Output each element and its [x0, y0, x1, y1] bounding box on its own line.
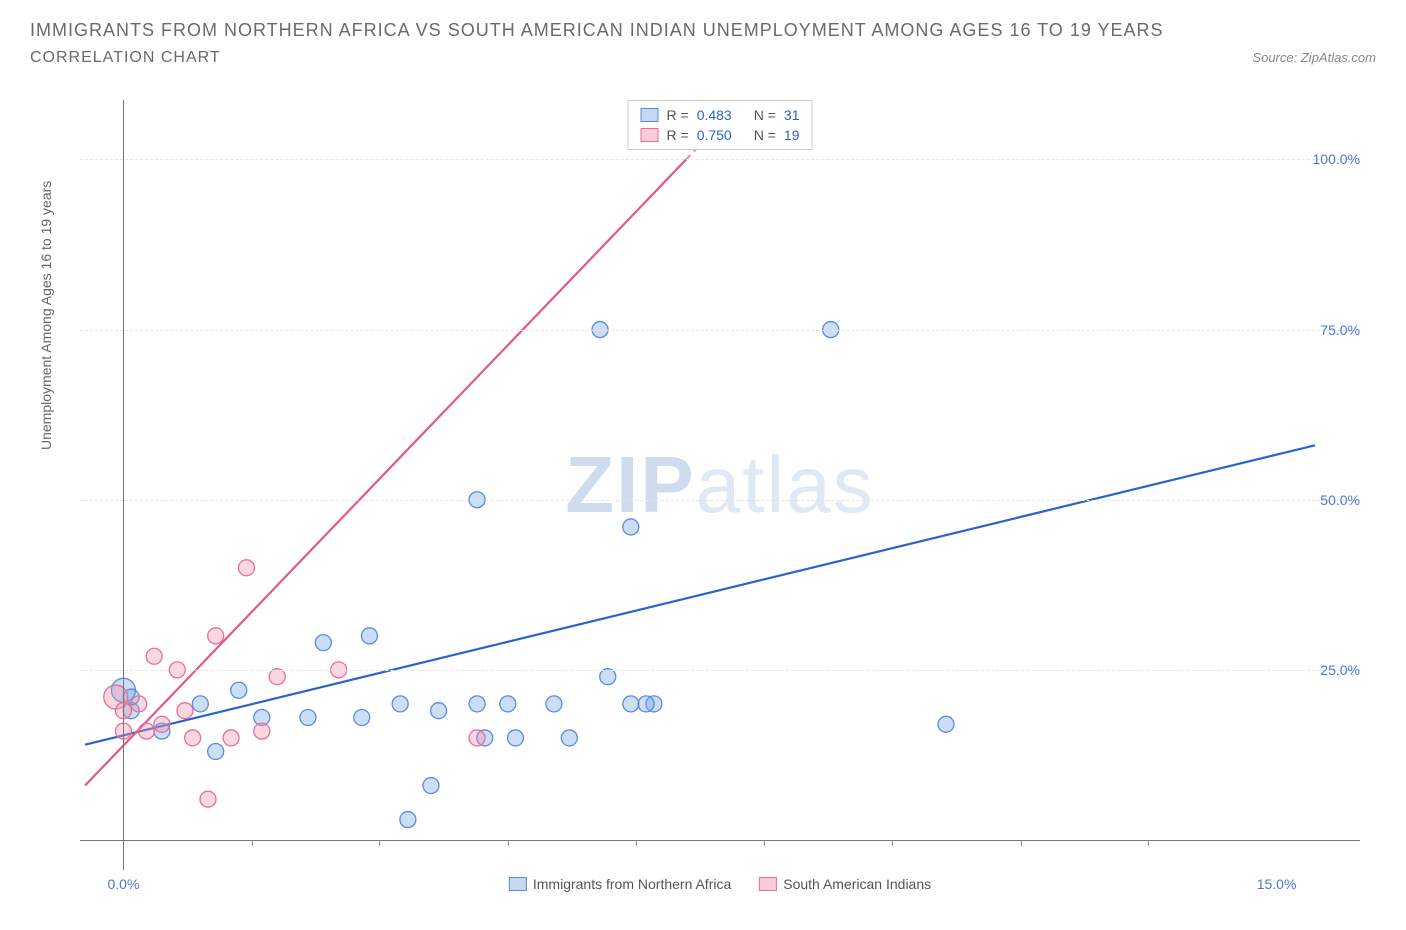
source-citation: Source: ZipAtlas.com	[1252, 50, 1376, 65]
chart-title: IMMIGRANTS FROM NORTHERN AFRICA VS SOUTH…	[30, 20, 1376, 41]
y-tick-label: 100.0%	[1313, 151, 1360, 167]
scatter-plot-svg	[80, 100, 1360, 870]
chart-plot-area: ZIPatlas R = 0.483N = 31R = 0.750N = 19 …	[80, 100, 1360, 870]
legend-row: R = 0.750N = 19	[641, 125, 800, 145]
y-tick-label: 50.0%	[1320, 492, 1360, 508]
x-tick-label: 0.0%	[107, 876, 139, 892]
legend-swatch-icon	[509, 877, 527, 891]
legend-row: R = 0.483N = 31	[641, 105, 800, 125]
y-axis-label: Unemployment Among Ages 16 to 19 years	[38, 181, 54, 450]
y-tick-label: 25.0%	[1320, 662, 1360, 678]
series-legend: Immigrants from Northern Africa South Ame…	[509, 876, 931, 892]
correlation-legend: R = 0.483N = 31R = 0.750N = 19	[628, 100, 813, 150]
legend-swatch-icon	[641, 108, 659, 122]
legend-item: South American Indians	[759, 876, 931, 892]
legend-item: Immigrants from Northern Africa	[509, 876, 731, 892]
legend-swatch-icon	[759, 877, 777, 891]
legend-swatch-icon	[641, 128, 659, 142]
chart-subtitle: CORRELATION CHART	[30, 49, 221, 67]
y-tick-label: 75.0%	[1320, 322, 1360, 338]
x-tick-label: 15.0%	[1257, 876, 1297, 892]
